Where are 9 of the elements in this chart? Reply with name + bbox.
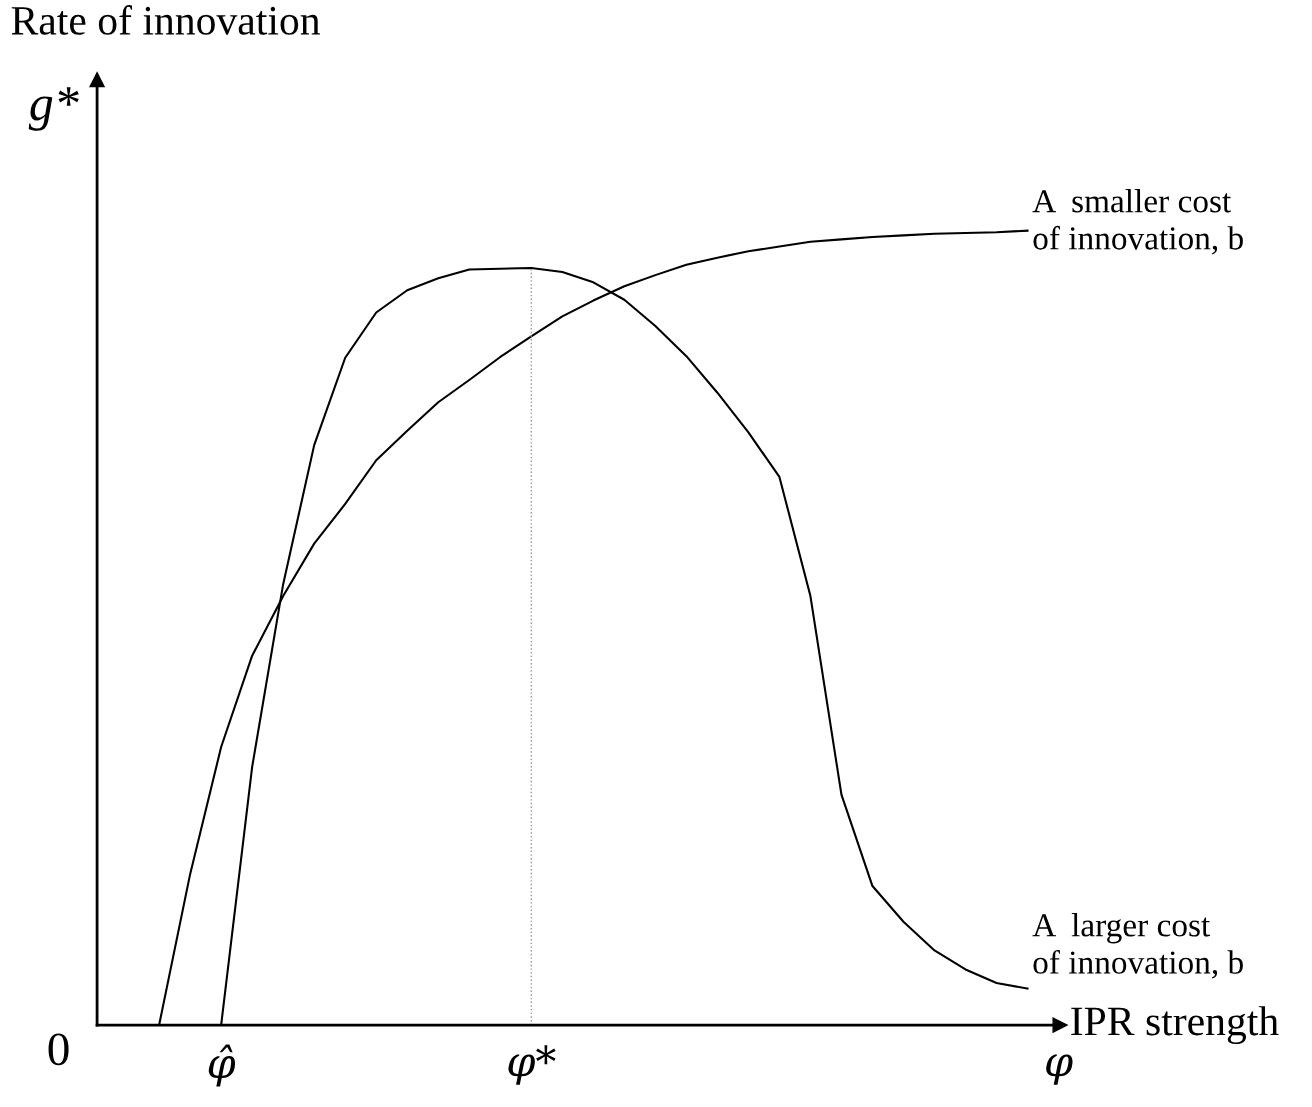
- text: 0: [48, 1033, 69, 1066]
- y-axis-title: g*: [28, 87, 79, 131]
- x-tick-label: φ̂: [208, 1044, 236, 1087]
- x-tick-label: φ*: [508, 1045, 556, 1085]
- x-axis-title: IPR strength: [1071, 1006, 1279, 1045]
- series-label: A smaller cost of innovation, b: [1032, 189, 1243, 255]
- series-label: A larger cost of innovation, b: [1032, 913, 1243, 979]
- chart-title: Rate of innovation: [11, 5, 320, 35]
- x-tick-label: φ: [1046, 1054, 1073, 1085]
